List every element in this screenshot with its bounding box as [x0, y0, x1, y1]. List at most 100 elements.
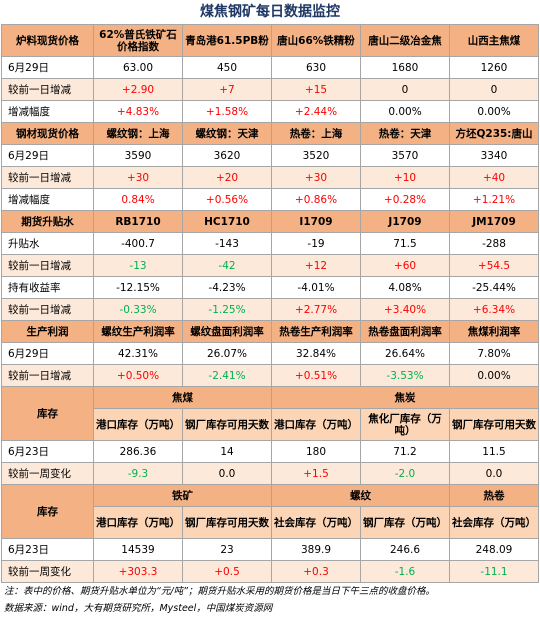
cell: -1.25%	[182, 298, 272, 321]
data-row: 6月23日 286.36 14 180 71.2 11.5	[1, 440, 539, 463]
cell: -2.0	[360, 462, 450, 485]
cell: +60	[360, 254, 450, 277]
cell: 1260	[449, 56, 539, 79]
column-header: 港口库存（万吨）	[271, 408, 361, 441]
row-label: 6月23日	[1, 440, 94, 463]
cell: 26.64%	[360, 342, 450, 365]
cell: 246.6	[360, 538, 450, 561]
cell: -13	[93, 254, 183, 277]
notes: 注：表中的价格、期货升贴水单位为“元/吨”；期货升贴水采用的期货价格是当日下午三…	[0, 583, 540, 617]
cell: +30	[271, 166, 361, 189]
cell: -288	[449, 232, 539, 255]
cell: 42.31%	[93, 342, 183, 365]
cell: +0.5	[182, 560, 272, 583]
column-header: 社会库存（万吨）	[271, 506, 361, 539]
cell: 63.00	[93, 56, 183, 79]
page-title: 煤焦钢矿每日数据监控	[200, 4, 340, 20]
cell: +3.40%	[360, 298, 450, 321]
data-row: 较前一日增减 +2.90 +7 +15 0 0	[1, 78, 539, 101]
cell: 0.0	[449, 462, 539, 485]
cell: 3570	[360, 144, 450, 167]
cell: -4.23%	[182, 276, 272, 299]
column-header: RB1710	[93, 210, 183, 233]
data-row: 升贴水 -400.7 -143 -19 71.5 -288	[1, 232, 539, 255]
data-row: 6月23日 14539 23 389.9 246.6 248.09	[1, 538, 539, 561]
cell: +303.3	[93, 560, 183, 583]
column-header: 港口库存（万吨）	[93, 506, 183, 539]
column-header: 钢厂库存可用天数	[182, 506, 272, 539]
header-row: 钢材现货价格 螺纹钢：上海 螺纹钢：天津 热卷：上海 热卷：天津 方坯Q235:唐山	[1, 122, 539, 145]
cell: +2.77%	[271, 298, 361, 321]
header-row: 炉料现货价格 62%普氏铁矿石价格指数 青岛港61.5PB粉 唐山66%铁精粉 唐山二级…	[1, 24, 539, 57]
cell: 71.5	[360, 232, 450, 255]
cell: +7	[182, 78, 272, 101]
column-header: JM1709	[449, 210, 539, 233]
data-row: 增减幅度 0.84% +0.56% +0.86% +0.28% +1.21%	[1, 188, 539, 211]
row-label: 较前一周变化	[1, 560, 94, 583]
column-header: 方坯Q235:唐山	[449, 122, 539, 145]
cell: -11.1	[449, 560, 539, 583]
data-row: 增减幅度 +4.83% +1.58% +2.44% 0.00% 0.00%	[1, 100, 539, 123]
cell: +0.86%	[271, 188, 361, 211]
cell: 0.00%	[449, 100, 539, 123]
cell: -12.15%	[93, 276, 183, 299]
row-label: 较前一日增减	[1, 254, 94, 277]
row-label: 增减幅度	[1, 188, 94, 211]
cell: +10	[360, 166, 450, 189]
note: 注：表中的价格、期货升贴水单位为“元/吨”；期货升贴水采用的期货价格是当日下午三…	[4, 586, 436, 597]
cell: -0.33%	[93, 298, 183, 321]
cell: 180	[271, 440, 361, 463]
cell: -9.3	[93, 462, 183, 485]
cell: 1680	[360, 56, 450, 79]
group-header: 热卷	[449, 484, 539, 507]
row-label: 较前一日增减	[1, 166, 94, 189]
cell: +0.56%	[182, 188, 272, 211]
column-header: HC1710	[182, 210, 272, 233]
cell: -1.6	[360, 560, 450, 583]
column-header: 热卷：天津	[360, 122, 450, 145]
section-title: 钢材现货价格	[1, 122, 94, 145]
data-row: 较前一日增减 +0.50% -2.41% +0.51% -3.53% 0.00%	[1, 364, 539, 387]
column-header: 螺纹盘面利润率	[182, 320, 272, 343]
data-row: 较前一周变化 -9.3 0.0 +1.5 -2.0 0.0	[1, 462, 539, 485]
cell: +0.51%	[271, 364, 361, 387]
data-row: 较前一日增减 -0.33% -1.25% +2.77% +3.40% +6.34%	[1, 298, 539, 321]
cell: 0	[449, 78, 539, 101]
cell: -25.44%	[449, 276, 539, 299]
group-header: 焦炭	[271, 386, 539, 409]
cell: 389.9	[271, 538, 361, 561]
row-label: 持有收益率	[1, 276, 94, 299]
row-label: 6月29日	[1, 342, 94, 365]
cell: +12	[271, 254, 361, 277]
column-header: 钢厂库存（万吨）	[360, 506, 450, 539]
data-row: 持有收益率 -12.15% -4.23% -4.01% 4.08% -25.44%	[1, 276, 539, 299]
cell: -3.53%	[360, 364, 450, 387]
cell: +54.5	[449, 254, 539, 277]
row-label: 较前一周变化	[1, 462, 94, 485]
header-row: 期货升贴水 RB1710 HC1710 I1709 J1709 JM1709	[1, 210, 539, 233]
section-title: 期货升贴水	[1, 210, 94, 233]
cell: 7.80%	[449, 342, 539, 365]
data-table: 炉料现货价格 62%普氏铁矿石价格指数 青岛港61.5PB粉 唐山66%铁精粉 唐山二级…	[1, 24, 539, 583]
column-header: 焦煤利润率	[449, 320, 539, 343]
row-label: 6月29日	[1, 56, 94, 79]
cell: 3590	[93, 144, 183, 167]
data-row: 较前一周变化 +303.3 +0.5 +0.3 -1.6 -11.1	[1, 560, 539, 583]
section-title: 生产利润	[1, 320, 94, 343]
section-title: 库存	[1, 484, 94, 539]
cell: 3340	[449, 144, 539, 167]
column-header: 热卷盘面利润率	[360, 320, 450, 343]
section-title: 库存	[1, 386, 94, 441]
cell: +0.28%	[360, 188, 450, 211]
row-label: 较前一日增减	[1, 364, 94, 387]
column-header: 山西主焦煤	[449, 24, 539, 57]
cell: 14539	[93, 538, 183, 561]
column-header: 唐山二级冶金焦	[360, 24, 450, 57]
cell: +15	[271, 78, 361, 101]
column-header: I1709	[271, 210, 361, 233]
cell: -143	[182, 232, 272, 255]
column-header: 青岛港61.5PB粉	[182, 24, 272, 57]
section-title: 炉料现货价格	[1, 24, 94, 57]
cell: 11.5	[449, 440, 539, 463]
